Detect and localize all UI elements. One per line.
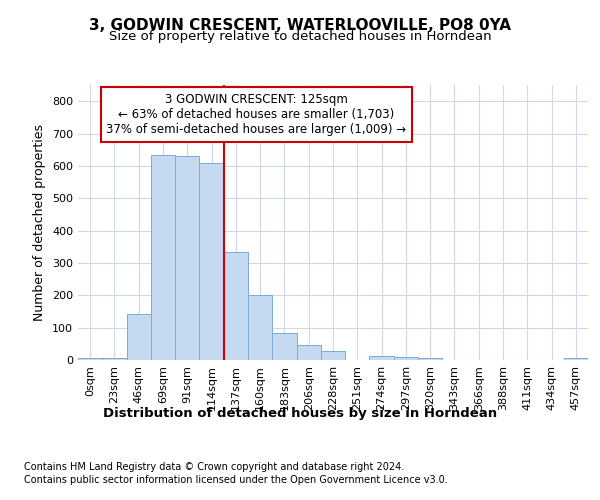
Bar: [102, 358, 127, 360]
Bar: [224, 252, 248, 360]
Text: Contains HM Land Registry data © Crown copyright and database right 2024.: Contains HM Land Registry data © Crown c…: [24, 462, 404, 472]
Text: Size of property relative to detached houses in Horndean: Size of property relative to detached ho…: [109, 30, 491, 43]
Text: Contains public sector information licensed under the Open Government Licence v3: Contains public sector information licen…: [24, 475, 448, 485]
Bar: [418, 358, 442, 360]
Text: Distribution of detached houses by size in Horndean: Distribution of detached houses by size …: [103, 408, 497, 420]
Bar: [175, 156, 199, 360]
Bar: [272, 333, 296, 360]
Bar: [321, 351, 345, 360]
Bar: [564, 358, 588, 360]
Text: 3, GODWIN CRESCENT, WATERLOOVILLE, PO8 0YA: 3, GODWIN CRESCENT, WATERLOOVILLE, PO8 0…: [89, 18, 511, 32]
Bar: [370, 356, 394, 360]
Bar: [394, 357, 418, 360]
Text: 3 GODWIN CRESCENT: 125sqm
← 63% of detached houses are smaller (1,703)
37% of se: 3 GODWIN CRESCENT: 125sqm ← 63% of detac…: [106, 93, 407, 136]
Bar: [127, 314, 151, 360]
Bar: [296, 346, 321, 360]
Bar: [248, 296, 272, 360]
Y-axis label: Number of detached properties: Number of detached properties: [34, 124, 46, 321]
Bar: [151, 154, 175, 360]
Bar: [199, 162, 224, 360]
Bar: [78, 358, 102, 360]
